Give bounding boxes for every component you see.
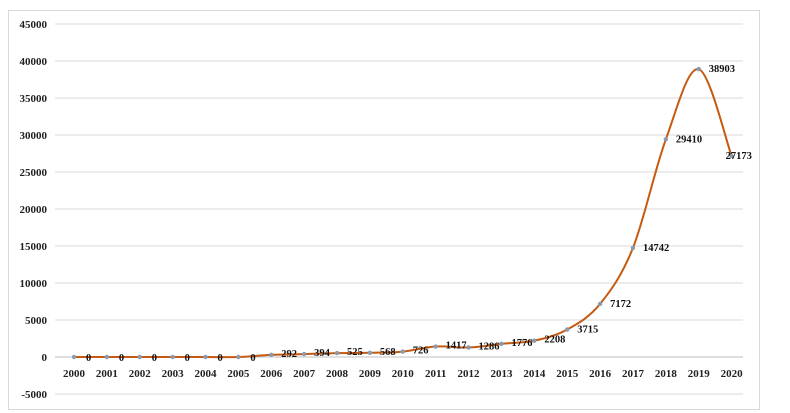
data-point [499, 341, 504, 347]
y-tick-label: 10000 [20, 278, 48, 290]
data-point [137, 354, 142, 360]
data-label: 525 [347, 347, 363, 358]
x-tick-label: 2001 [96, 368, 118, 380]
y-axis-ticks: -5000 0 5000 10000 15000 20000 25000 30000 35000… [20, 19, 48, 401]
data-label: 38903 [709, 64, 735, 75]
x-tick-label: 2007 [293, 368, 316, 380]
y-tick-label: 45000 [20, 19, 48, 31]
data-label: 726 [413, 346, 429, 357]
data-label: 292 [281, 349, 297, 360]
x-axis-ticks: 2000 2001 2002 2003 2004 2005 2006 2007 2008 2009… [63, 368, 743, 380]
data-label: 1286 [479, 341, 500, 352]
data-label: 0 [152, 353, 157, 364]
x-tick-label: 2016 [589, 368, 612, 380]
chart-frame [8, 10, 760, 410]
x-tick-label: 2003 [162, 368, 185, 380]
y-tick-label: 20000 [20, 204, 48, 216]
data-label: 568 [380, 347, 396, 358]
x-tick-label: 2020 [721, 368, 744, 380]
data-label: 394 [314, 348, 331, 359]
data-point [532, 338, 537, 343]
data-point [236, 354, 241, 360]
data-point [104, 354, 110, 360]
data-point [269, 352, 274, 358]
y-tick-label: 30000 [20, 130, 48, 142]
data-point [466, 345, 471, 350]
x-tick-label: 2019 [688, 368, 711, 380]
data-point [565, 327, 570, 332]
x-tick-label: 2010 [392, 368, 415, 380]
x-tick-label: 2000 [63, 368, 86, 380]
data-point [663, 137, 669, 142]
data-point [170, 354, 175, 360]
data-point [597, 301, 603, 307]
gridlines [55, 23, 743, 395]
data-label: 0 [119, 353, 124, 364]
data-labels: 0 0 0 0 0 0 292 394 525 568 726 1417 1286 1776 2208 371… [86, 64, 752, 364]
x-tick-label: 2004 [195, 368, 218, 380]
x-tick-label: 2005 [227, 368, 250, 380]
data-point [729, 153, 734, 159]
data-label: 14742 [643, 243, 669, 254]
y-tick-label: 40000 [20, 56, 48, 68]
x-tick-label: 2018 [655, 368, 678, 380]
y-tick-label: 5000 [25, 315, 48, 327]
x-tick-label: 2011 [425, 368, 446, 380]
data-point [301, 351, 307, 357]
x-tick-label: 2008 [326, 368, 349, 380]
x-tick-label: 2013 [490, 368, 513, 380]
data-point [696, 66, 701, 72]
data-point [400, 349, 405, 354]
data-label: 0 [218, 353, 223, 364]
x-tick-label: 2014 [523, 368, 546, 380]
data-label: 0 [185, 353, 190, 364]
data-label: 29410 [676, 134, 702, 145]
data-point [334, 350, 340, 356]
data-label: 1776 [511, 338, 532, 349]
data-point [433, 344, 438, 349]
data-point [71, 354, 77, 360]
y-tick-label: 35000 [20, 93, 48, 105]
x-tick-label: 2017 [622, 368, 645, 380]
data-label: 0 [250, 353, 255, 364]
data-label: 3715 [577, 325, 598, 336]
y-tick-label: 15000 [20, 241, 48, 253]
data-point [630, 245, 636, 251]
y-tick-label: -5000 [21, 389, 47, 401]
x-tick-label: 2015 [556, 368, 579, 380]
x-tick-label: 2006 [260, 368, 283, 380]
data-label: 27173 [726, 151, 752, 162]
y-tick-label: 25000 [20, 167, 48, 179]
data-points [71, 66, 734, 360]
data-label: 0 [86, 353, 91, 364]
data-label: 1417 [446, 341, 467, 352]
x-tick-label: 2009 [359, 368, 382, 380]
y-tick-label: 0 [42, 352, 48, 364]
data-label: 7172 [610, 299, 631, 310]
data-point [203, 354, 208, 360]
data-label: 2208 [544, 335, 565, 346]
data-point [367, 350, 373, 355]
series-line [74, 68, 733, 359]
x-tick-label: 2012 [458, 368, 481, 380]
x-tick-label: 2002 [129, 368, 152, 380]
